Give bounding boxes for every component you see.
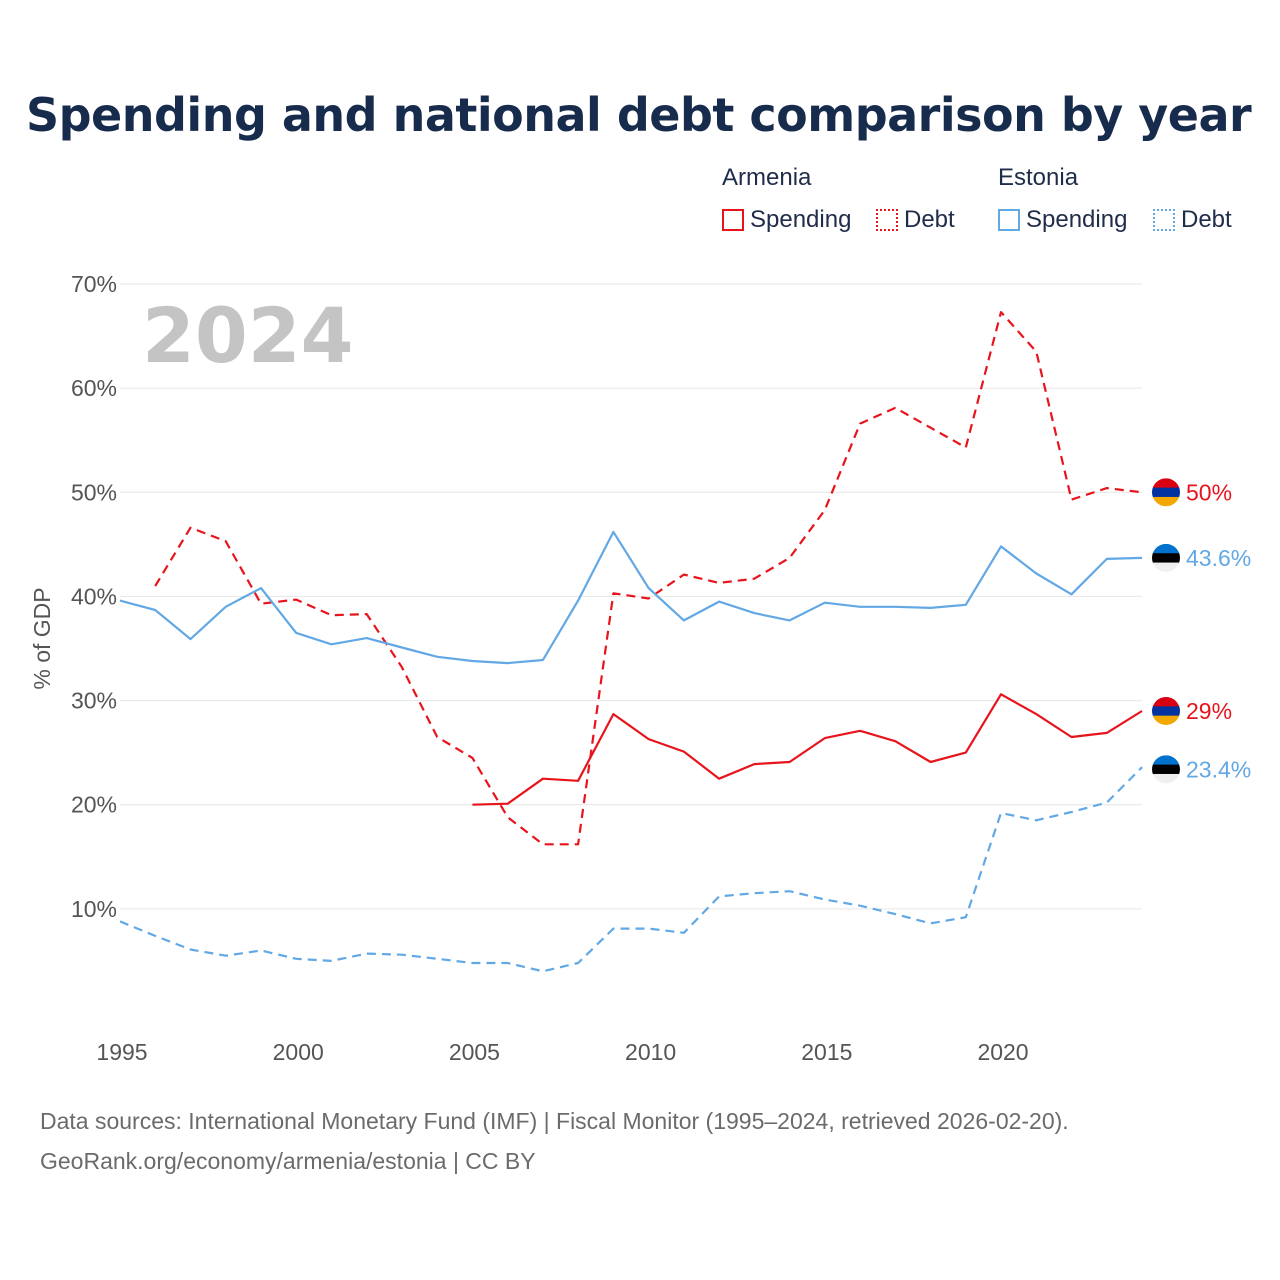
x-tick-label: 1995 (96, 1039, 147, 1065)
legend-label: Debt (904, 206, 955, 233)
armenia-flag-icon (1152, 478, 1180, 507)
legend-country-armenia: Armenia (722, 164, 812, 191)
legend-country-estonia: Estonia (998, 164, 1079, 191)
end-value-label: 29% (1186, 698, 1232, 724)
end-value-label: 23.4% (1186, 756, 1251, 782)
legend-label: Spending (750, 206, 852, 233)
legend-label: Spending (1026, 206, 1128, 233)
x-tick-label: 2000 (273, 1039, 324, 1065)
y-tick-label: 40% (71, 583, 117, 609)
x-tick-label: 2005 (449, 1039, 500, 1065)
solid-line-swatch-icon (998, 209, 1020, 231)
legend-estonia-debt[interactable]: Debt (1153, 204, 1232, 236)
x-tick-label: 2015 (801, 1039, 852, 1065)
end-value-label: 50% (1186, 479, 1232, 505)
legend-armenia-spending[interactable]: Spending (722, 204, 851, 236)
chart-title: Spending and national debt comparison by… (26, 88, 1252, 142)
series-line-estonia-debt (119, 766, 1143, 973)
footer-sources: Data sources: International Monetary Fun… (40, 1108, 1069, 1134)
solid-line-swatch-icon (722, 209, 744, 231)
y-tick-label: 70% (71, 271, 117, 297)
end-value-label: 43.6% (1186, 545, 1251, 571)
y-tick-label: 60% (71, 375, 117, 401)
estonia-flag-icon (1152, 755, 1180, 784)
dashed-line-swatch-icon (1153, 209, 1175, 231)
y-tick-label: 10% (71, 896, 117, 922)
legend-armenia-debt[interactable]: Debt (876, 204, 955, 236)
x-tick-label: 2020 (977, 1039, 1028, 1065)
estonia-flag-icon (1152, 543, 1180, 572)
legend-estonia-spending[interactable]: Spending (998, 204, 1127, 236)
series-line-armenia-debt (154, 311, 1143, 846)
legend-label: Debt (1181, 206, 1232, 233)
x-tick-label: 2010 (625, 1039, 676, 1065)
series-line-armenia-spending (472, 693, 1143, 806)
year-watermark: 2024 (142, 291, 354, 380)
footer-url: GeoRank.org/economy/armenia/estonia | CC… (40, 1148, 536, 1174)
series-line-estonia-spending (119, 530, 1143, 665)
line-chart: 10% 20% 30% 40% 50% 60% 70% 1995 2000 2005 2010 201… (29, 271, 1251, 1065)
y-tick-label: 20% (71, 792, 117, 818)
dashed-line-swatch-icon (876, 209, 898, 231)
armenia-flag-icon (1152, 696, 1180, 725)
y-axis-label: % of GDP (29, 587, 55, 689)
y-tick-label: 30% (71, 688, 117, 714)
y-tick-label: 50% (71, 479, 117, 505)
